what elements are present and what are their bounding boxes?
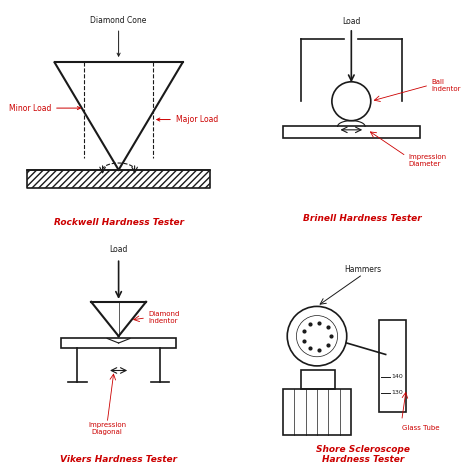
Text: Ball
Indentor: Ball Indentor [431, 79, 461, 91]
Text: Load: Load [109, 245, 128, 254]
Text: Diamond Cone: Diamond Cone [91, 17, 147, 56]
Text: Shore Scleroscope
Hardness Tester: Shore Scleroscope Hardness Tester [316, 445, 410, 465]
Bar [283, 389, 351, 435]
Text: Load: Load [342, 17, 361, 26]
Text: Rockwell Hardness Tester: Rockwell Hardness Tester [54, 218, 183, 227]
Text: 140: 140 [392, 374, 403, 379]
Text: Major Load: Major Load [157, 115, 218, 124]
Text: Brinell Hardness Tester: Brinell Hardness Tester [303, 213, 422, 222]
Text: Minor Load: Minor Load [9, 104, 81, 113]
Text: Hammers: Hammers [344, 265, 381, 274]
Bar [61, 338, 176, 347]
Bar [301, 371, 335, 389]
Text: 130: 130 [392, 390, 403, 395]
Text: Vikers Hardness Tester: Vikers Hardness Tester [60, 456, 177, 465]
Text: Glass Tube: Glass Tube [401, 425, 439, 431]
Bar [379, 320, 406, 412]
Text: Impression
Diagonal: Impression Diagonal [88, 421, 126, 435]
Text: Diamond
Indentor: Diamond Indentor [148, 311, 180, 324]
Text: Impression
Diameter: Impression Diameter [409, 154, 447, 167]
Bar [283, 127, 420, 138]
